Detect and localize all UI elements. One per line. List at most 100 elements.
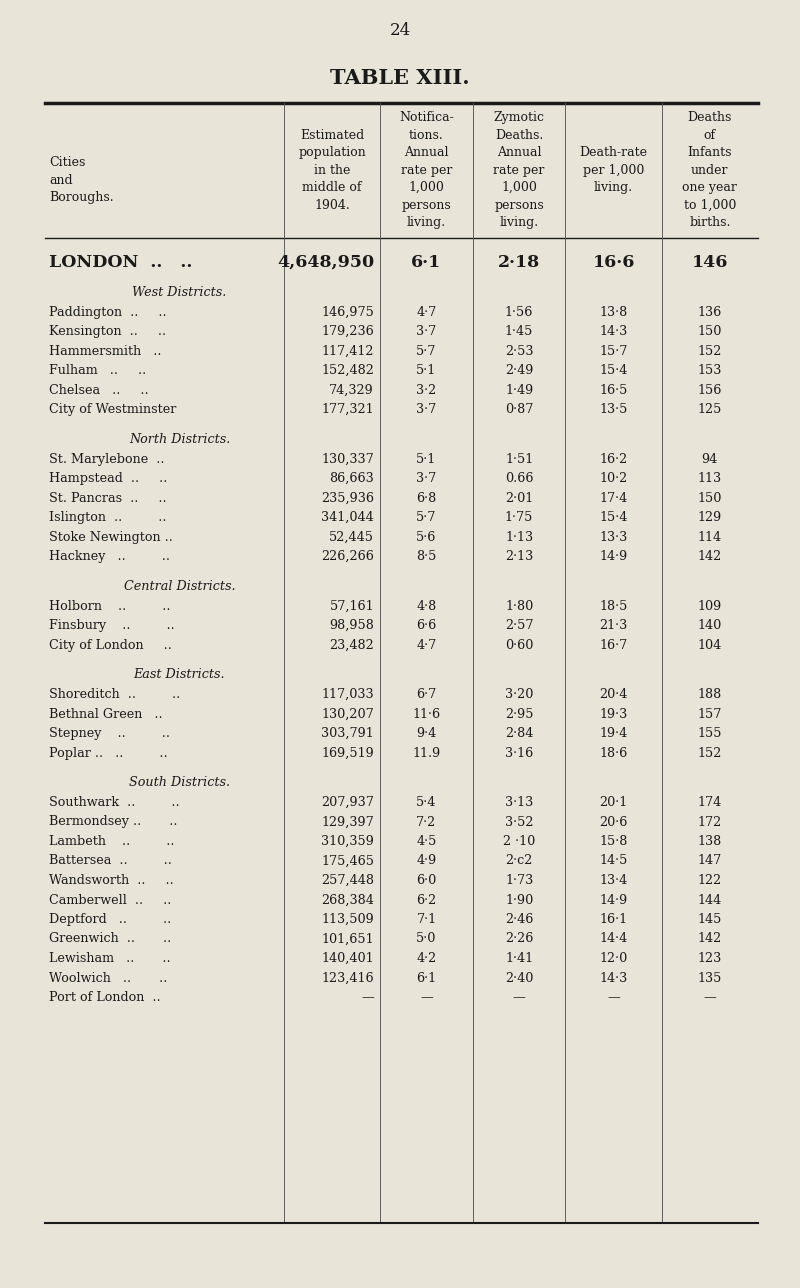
Text: 5·1: 5·1 bbox=[416, 452, 437, 465]
Text: 4·7: 4·7 bbox=[416, 305, 437, 318]
Text: 16·7: 16·7 bbox=[599, 639, 628, 652]
Text: North Districts.: North Districts. bbox=[129, 433, 230, 446]
Text: 21·3: 21·3 bbox=[599, 620, 628, 632]
Text: 174: 174 bbox=[698, 796, 722, 809]
Text: 3·7: 3·7 bbox=[416, 471, 437, 486]
Text: 142: 142 bbox=[698, 550, 722, 563]
Text: St. Marylebone  ..: St. Marylebone .. bbox=[49, 452, 165, 465]
Text: Islington  ..         ..: Islington .. .. bbox=[49, 511, 166, 524]
Text: 145: 145 bbox=[698, 913, 722, 926]
Text: 169,519: 169,519 bbox=[322, 747, 374, 760]
Text: 11·6: 11·6 bbox=[412, 707, 441, 720]
Text: Southwark  ..         ..: Southwark .. .. bbox=[49, 796, 180, 809]
Text: 2 ·10: 2 ·10 bbox=[503, 835, 535, 848]
Text: 179,236: 179,236 bbox=[322, 325, 374, 337]
Text: 20·1: 20·1 bbox=[599, 796, 628, 809]
Text: 2·53: 2·53 bbox=[505, 344, 534, 358]
Text: 113,509: 113,509 bbox=[322, 913, 374, 926]
Text: 13·3: 13·3 bbox=[599, 531, 628, 544]
Text: 7·1: 7·1 bbox=[416, 913, 437, 926]
Text: St. Pancras  ..     ..: St. Pancras .. .. bbox=[49, 492, 166, 505]
Text: 14·3: 14·3 bbox=[599, 971, 628, 984]
Text: 123,416: 123,416 bbox=[322, 971, 374, 984]
Text: 16·1: 16·1 bbox=[599, 913, 628, 926]
Text: 18·5: 18·5 bbox=[599, 599, 628, 613]
Text: 15·7: 15·7 bbox=[599, 344, 628, 358]
Text: 2·40: 2·40 bbox=[505, 971, 534, 984]
Text: 3·7: 3·7 bbox=[416, 403, 437, 416]
Text: 18·6: 18·6 bbox=[599, 747, 628, 760]
Text: 2·c2: 2·c2 bbox=[506, 854, 533, 868]
Text: Notifica-
tions.
Annual
rate per
1,000
persons
living.: Notifica- tions. Annual rate per 1,000 p… bbox=[399, 111, 454, 229]
Text: Fulham   ..     ..: Fulham .. .. bbox=[49, 365, 146, 377]
Text: 157: 157 bbox=[698, 707, 722, 720]
Text: Poplar ..   ..         ..: Poplar .. .. .. bbox=[49, 747, 168, 760]
Text: 12·0: 12·0 bbox=[599, 952, 628, 965]
Text: Kensington  ..     ..: Kensington .. .. bbox=[49, 325, 166, 337]
Text: 101,651: 101,651 bbox=[322, 933, 374, 945]
Text: South Districts.: South Districts. bbox=[129, 775, 230, 790]
Text: 1·75: 1·75 bbox=[505, 511, 534, 524]
Text: 138: 138 bbox=[698, 835, 722, 848]
Text: 74,329: 74,329 bbox=[330, 384, 374, 397]
Text: 5·6: 5·6 bbox=[416, 531, 437, 544]
Text: 150: 150 bbox=[698, 492, 722, 505]
Text: Greenwich  ..       ..: Greenwich .. .. bbox=[49, 933, 171, 945]
Text: Shoreditch  ..         ..: Shoreditch .. .. bbox=[49, 688, 180, 701]
Text: 1·90: 1·90 bbox=[505, 894, 534, 907]
Text: TABLE XIII.: TABLE XIII. bbox=[330, 68, 470, 88]
Text: 257,448: 257,448 bbox=[321, 875, 374, 887]
Text: East Districts.: East Districts. bbox=[134, 668, 225, 681]
Text: 24: 24 bbox=[390, 22, 410, 39]
Text: 2·01: 2·01 bbox=[505, 492, 534, 505]
Text: Paddington  ..     ..: Paddington .. .. bbox=[49, 305, 166, 318]
Text: Stepney    ..         ..: Stepney .. .. bbox=[49, 726, 170, 741]
Text: 3·13: 3·13 bbox=[505, 796, 534, 809]
Text: Finsbury    ..         ..: Finsbury .. .. bbox=[49, 620, 174, 632]
Text: 130,207: 130,207 bbox=[322, 707, 374, 720]
Text: 15·4: 15·4 bbox=[599, 511, 628, 524]
Text: 125: 125 bbox=[698, 403, 722, 416]
Text: Lewisham   ..       ..: Lewisham .. .. bbox=[49, 952, 170, 965]
Text: 136: 136 bbox=[698, 305, 722, 318]
Text: 57,161: 57,161 bbox=[330, 599, 374, 613]
Text: 94: 94 bbox=[702, 452, 718, 465]
Text: 3·2: 3·2 bbox=[416, 384, 437, 397]
Text: 13·5: 13·5 bbox=[599, 403, 628, 416]
Text: 1·73: 1·73 bbox=[505, 875, 534, 887]
Text: 86,663: 86,663 bbox=[330, 471, 374, 486]
Text: City of London     ..: City of London .. bbox=[49, 639, 172, 652]
Text: 0·87: 0·87 bbox=[505, 403, 534, 416]
Text: Zymotic
Deaths.
Annual
rate per
1,000
persons
living.: Zymotic Deaths. Annual rate per 1,000 pe… bbox=[494, 111, 545, 229]
Text: 52,445: 52,445 bbox=[329, 531, 374, 544]
Text: —: — bbox=[703, 990, 716, 1005]
Text: 113: 113 bbox=[698, 471, 722, 486]
Text: 20·6: 20·6 bbox=[599, 815, 628, 828]
Text: 6·0: 6·0 bbox=[416, 875, 437, 887]
Text: 5·1: 5·1 bbox=[416, 365, 437, 377]
Text: 1·49: 1·49 bbox=[505, 384, 534, 397]
Text: 17·4: 17·4 bbox=[599, 492, 628, 505]
Text: —: — bbox=[607, 990, 620, 1005]
Text: 130,337: 130,337 bbox=[322, 452, 374, 465]
Text: Bethnal Green   ..: Bethnal Green .. bbox=[49, 707, 162, 720]
Text: City of Westminster: City of Westminster bbox=[49, 403, 176, 416]
Text: 9·4: 9·4 bbox=[416, 726, 437, 741]
Text: 117,412: 117,412 bbox=[322, 344, 374, 358]
Text: 16·6: 16·6 bbox=[593, 254, 635, 270]
Text: 135: 135 bbox=[698, 971, 722, 984]
Text: 2·84: 2·84 bbox=[505, 726, 534, 741]
Text: 2·26: 2·26 bbox=[505, 933, 534, 945]
Text: Cities
and
Boroughs.: Cities and Boroughs. bbox=[49, 156, 114, 204]
Text: Stoke Newington ..: Stoke Newington .. bbox=[49, 531, 173, 544]
Text: 6·1: 6·1 bbox=[411, 254, 442, 270]
Text: 152,482: 152,482 bbox=[322, 365, 374, 377]
Text: Hampstead  ..     ..: Hampstead .. .. bbox=[49, 471, 167, 486]
Text: 1·41: 1·41 bbox=[505, 952, 534, 965]
Text: 140: 140 bbox=[698, 620, 722, 632]
Text: 142: 142 bbox=[698, 933, 722, 945]
Text: 10·2: 10·2 bbox=[599, 471, 628, 486]
Text: 109: 109 bbox=[698, 599, 722, 613]
Text: 6·7: 6·7 bbox=[416, 688, 437, 701]
Text: 310,359: 310,359 bbox=[322, 835, 374, 848]
